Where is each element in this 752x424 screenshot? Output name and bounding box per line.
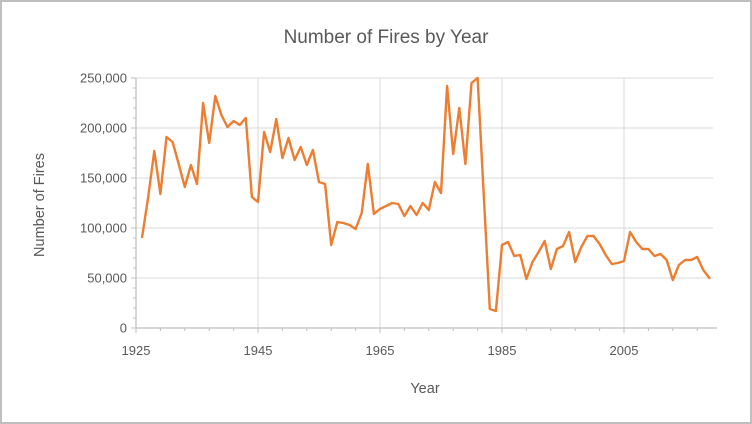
x-tick-label-1965: 1965 [366, 343, 395, 358]
chart-title: Number of Fires by Year [284, 27, 490, 48]
line-series-layer [140, 76, 711, 313]
x-axis-title: Year [410, 381, 439, 397]
y-axis-title: Number of Fires [32, 153, 48, 257]
fires-line-series [140, 76, 711, 313]
y-tick-label-50000: 50,000 [87, 271, 127, 286]
y-tick-label-250000: 250,000 [80, 71, 127, 86]
y-tick-label-0: 0 [120, 321, 127, 336]
x-tick-label-1925: 1925 [122, 343, 151, 358]
x-tick-label-2005: 2005 [610, 343, 639, 358]
x-tick-label-1985: 1985 [488, 343, 517, 358]
tick-labels: 0 50,000 100,000 150,000 200,000 250,000 1925 1… [80, 71, 638, 359]
y-tick-label-100000: 100,000 [80, 221, 127, 236]
y-tick-label-200000: 200,000 [80, 121, 127, 136]
x-tick-label-1945: 1945 [244, 343, 273, 358]
y-tick-label-150000: 150,000 [80, 171, 127, 186]
axes [131, 77, 717, 333]
